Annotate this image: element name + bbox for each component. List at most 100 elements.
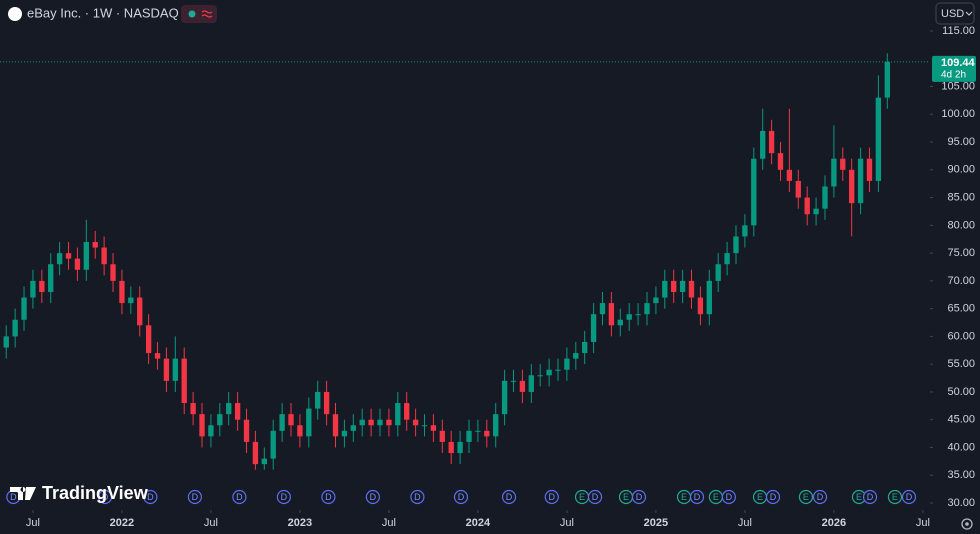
x-tick-label: Jul <box>382 517 396 529</box>
candle-body <box>768 130 775 154</box>
candle-body <box>154 353 161 359</box>
event-marker <box>187 489 202 505</box>
y-tick-label: 50.00 <box>947 386 975 398</box>
event-marker <box>587 489 603 505</box>
candle-body <box>599 303 606 315</box>
event-label: E <box>757 492 763 502</box>
candle-body <box>48 264 54 292</box>
candle-body <box>564 358 570 370</box>
event-marker <box>501 489 517 505</box>
currency: USD <box>941 8 964 20</box>
watermark-logo <box>10 487 36 500</box>
event-marker <box>232 489 247 505</box>
event-marker <box>689 489 705 505</box>
candle-body <box>715 264 721 281</box>
y-tick-label: 60.00 <box>947 330 975 342</box>
candle-body <box>582 341 588 354</box>
candle-body <box>163 358 170 381</box>
last-price-tag <box>932 55 976 82</box>
event-marker <box>365 489 380 505</box>
candle-body <box>421 425 428 427</box>
candle-body <box>857 158 864 204</box>
event-marker <box>812 489 828 505</box>
candle-body <box>573 353 579 359</box>
x-tick-label: 2022 <box>110 517 134 529</box>
candle-body <box>315 391 321 409</box>
event-label: D <box>325 492 332 502</box>
currency-button[interactable] <box>935 2 975 25</box>
y-tick-label: 70.00 <box>947 275 975 287</box>
event-marker <box>765 489 781 505</box>
candle-body <box>484 430 490 437</box>
candle-body <box>786 169 793 181</box>
candle-body <box>21 297 27 320</box>
event-label: D <box>414 492 421 502</box>
candle-body <box>795 180 801 198</box>
candle-body <box>12 319 18 337</box>
candle-body <box>395 403 401 426</box>
candle-body <box>662 280 668 298</box>
event-label: D <box>236 492 243 502</box>
candle-body <box>697 297 704 315</box>
event-marker <box>862 489 878 505</box>
candle-body <box>101 247 107 265</box>
candle-body <box>190 403 196 415</box>
candle-body <box>332 414 339 437</box>
candle-body <box>199 414 205 437</box>
candle-body <box>65 253 72 259</box>
event-label: D <box>592 492 599 502</box>
candle-body <box>288 414 294 426</box>
event-label: E <box>856 492 862 502</box>
candle-body <box>448 441 454 454</box>
candle-body <box>875 97 882 181</box>
candle-body <box>56 253 63 265</box>
y-tick-label: 55.00 <box>947 358 975 370</box>
event-label: D <box>370 492 377 502</box>
settings-icon[interactable] <box>961 518 973 530</box>
candle-body <box>83 242 89 270</box>
candle-body <box>635 314 641 316</box>
event-label: E <box>713 492 719 502</box>
candle-body <box>172 358 178 381</box>
last-price-label: 109.44 <box>941 57 976 69</box>
event-label: E <box>803 492 809 502</box>
event-marker <box>544 489 559 505</box>
event-label: D <box>770 492 777 502</box>
x-tick-label: 2024 <box>466 517 491 529</box>
candle-body <box>368 419 374 426</box>
candle-body <box>884 61 890 98</box>
candle-body <box>297 425 303 437</box>
candle-body <box>350 425 356 431</box>
candle-body <box>341 430 348 437</box>
candle-body <box>137 297 143 326</box>
candle-body <box>252 441 259 465</box>
candle-body <box>608 303 615 326</box>
dropdown-arrow <box>965 11 973 16</box>
x-tick-label: Jul <box>26 517 40 529</box>
status-dot <box>188 10 196 18</box>
event-label: E <box>681 492 687 502</box>
y-tick-label: 45.00 <box>947 414 975 426</box>
event-label: D <box>906 492 913 502</box>
y-tick-label: 80.00 <box>947 219 975 231</box>
candle-body <box>466 430 472 442</box>
candle-body <box>671 280 677 292</box>
candle-body <box>590 314 597 342</box>
candle-body <box>226 403 232 415</box>
candle-body <box>323 391 330 415</box>
y-tick-label: 90.00 <box>947 164 975 176</box>
candle-body <box>475 430 481 432</box>
event-marker <box>721 489 736 505</box>
x-tick-label: Jul <box>916 517 930 529</box>
candle-body <box>119 280 125 304</box>
candle-body <box>724 253 730 265</box>
status-badge[interactable] <box>181 5 217 23</box>
candle-body <box>644 303 650 315</box>
candle-body <box>439 430 445 442</box>
candle-body <box>501 380 508 415</box>
y-tick-label: 85.00 <box>947 191 975 203</box>
event-label: E <box>623 492 629 502</box>
x-tick-label: Jul <box>560 517 574 529</box>
y-tick-label: 40.00 <box>947 441 975 453</box>
event-label: D <box>281 492 288 502</box>
